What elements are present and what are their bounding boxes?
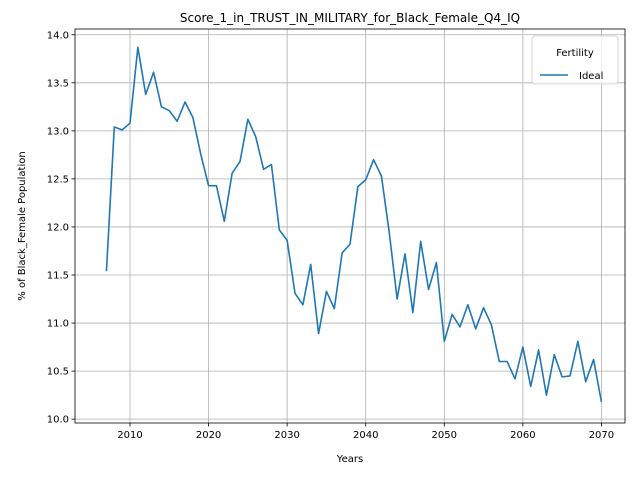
x-tick-label: 2010: [117, 430, 142, 441]
y-tick-label: 11.0: [47, 319, 69, 330]
x-tick-label: 2050: [432, 430, 457, 441]
y-axis: 10.0 10.5 11.0 11.5 12.0 12.5 13.0 13.5 14.0: [47, 30, 75, 426]
grid-lines: [75, 29, 625, 423]
y-axis-title: % of Black_Female Population: [17, 151, 28, 300]
legend-label-ideal: Ideal: [579, 71, 603, 82]
x-tick-label: 2070: [589, 430, 614, 441]
y-tick-label: 11.5: [47, 271, 69, 282]
x-tick-label: 2040: [353, 430, 378, 441]
legend-title: Fertility: [556, 48, 594, 59]
y-tick-label: 12.5: [47, 174, 69, 185]
x-axis: 2010 2020 2030 2040 2050 2060 2070: [117, 423, 614, 441]
legend-box: [531, 35, 619, 85]
y-tick-label: 13.5: [47, 78, 69, 89]
plot-frame: [74, 28, 626, 424]
series-layer: [105, 46, 603, 403]
y-tick-label: 10.5: [47, 367, 69, 378]
y-tick-label: 10.0: [47, 415, 69, 426]
y-tick-label: 13.0: [47, 126, 69, 137]
legend: Fertility Ideal: [531, 35, 619, 85]
x-tick-label: 2060: [510, 430, 535, 441]
x-tick-label: 2020: [196, 430, 221, 441]
x-axis-title: Years: [336, 454, 363, 465]
series-line-ideal: [105, 46, 603, 403]
y-tick-label: 14.0: [47, 30, 69, 41]
x-tick-label: 2030: [274, 430, 299, 441]
y-tick-label: 12.0: [47, 222, 69, 233]
chart-title: Score_1_in_TRUST_IN_MILITARY_for_Black_F…: [180, 11, 520, 25]
